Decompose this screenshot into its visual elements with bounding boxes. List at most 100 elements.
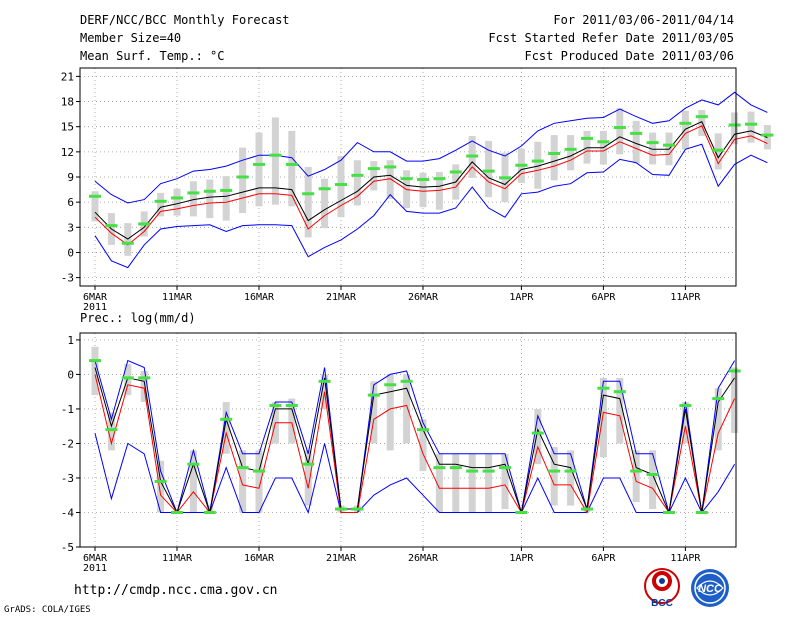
member-size: Member Size=40: [80, 31, 182, 45]
precip-observed-marker: [203, 510, 216, 514]
ncc-logo-text: NCC: [698, 583, 723, 595]
precip-y-tick-label: -5: [61, 541, 74, 554]
temp-observed-marker: [335, 183, 347, 187]
precip-spread-bar: [189, 450, 197, 513]
temp-spread-bar: [304, 166, 312, 238]
precip-observed-marker: [89, 359, 101, 363]
precip-observed-marker: [433, 466, 446, 470]
precip-y-tick-label: -4: [61, 506, 75, 519]
temp-observed-marker: [220, 188, 233, 192]
precip-observed-marker: [138, 376, 151, 380]
temp-x-tick-label: 26MAR: [408, 292, 439, 303]
precip-spread-bar: [550, 446, 558, 506]
temp-observed-marker: [187, 191, 200, 195]
precip-spread-bar: [649, 450, 657, 510]
temp-observed-marker: [548, 152, 561, 156]
precip-ensemble-median-line: [94, 374, 736, 514]
temp-observed-marker: [433, 177, 446, 181]
precip-observed-marker: [285, 403, 298, 407]
temp-spread-bar: [681, 110, 689, 150]
precip-observed-marker: [499, 466, 511, 470]
temp-observed-marker: [384, 165, 397, 169]
temp-y-tick-label: 12: [61, 146, 74, 159]
temp-spread-bar: [731, 112, 739, 145]
precip-observed-marker: [187, 462, 200, 466]
temp-spread-bar: [271, 117, 279, 205]
precip-y-tick-label: -2: [61, 437, 74, 450]
temp-spread-bar: [386, 160, 394, 199]
temp-observed-marker: [302, 192, 315, 196]
precip-observed-marker: [515, 510, 528, 514]
variable-label: Mean Surf. Temp.: °C: [80, 49, 225, 63]
temp-observed-marker: [89, 194, 101, 198]
temp-spread-bar: [239, 147, 247, 214]
temp-observed-marker: [745, 122, 757, 126]
precip-spread-bar: [731, 367, 739, 434]
precip-observed-marker: [351, 507, 364, 511]
temp-observed-marker: [449, 170, 462, 174]
precip-spread-bar: [222, 402, 230, 454]
precip-observed-marker: [663, 510, 675, 514]
precip-x-tick-label: 6APR: [591, 553, 616, 564]
temp-y-tick-label: 15: [61, 121, 74, 134]
temp-observed-marker: [712, 148, 725, 152]
temp-spread-bar: [649, 132, 657, 165]
precip-observed-marker: [466, 469, 479, 473]
temp-y-tick-label: 6: [67, 196, 74, 209]
precip-observed-marker: [728, 369, 741, 373]
temp-observed-marker: [203, 189, 216, 193]
temp-x-tick-label: 16MAR: [244, 292, 275, 303]
temp-observed-marker: [663, 143, 675, 147]
precip-spread-bar: [255, 450, 263, 513]
precip-x-tick-label: 16MAR: [244, 553, 275, 564]
precip-observed-marker: [646, 473, 659, 477]
temp-observed-marker: [728, 123, 741, 127]
source-url[interactable]: http://cmdp.ncc.cma.gov.cn: [74, 583, 278, 598]
temp-x-tick-label: 6MAR: [83, 292, 108, 303]
temp-observed-marker: [761, 133, 774, 137]
temp-ensemble-mean-line: [94, 121, 768, 240]
precip-observed-marker: [384, 383, 397, 387]
temp-observed-marker: [154, 199, 167, 203]
bcc-logo: BCC: [644, 568, 680, 609]
precip-observed-marker: [171, 510, 183, 514]
temp-observed-marker: [564, 147, 577, 151]
temp-spread-bar: [222, 176, 230, 221]
temp-spread-bar: [173, 188, 181, 216]
temp-spread-bar: [288, 130, 296, 207]
precip-observed-marker: [449, 466, 462, 470]
precip-observed-marker: [400, 379, 413, 383]
precip-spread-bar: [632, 450, 640, 503]
temp-observed-marker: [630, 131, 643, 135]
temp-observed-marker: [318, 187, 331, 191]
precip-spread-bar: [288, 398, 296, 444]
precip-spread-bar: [239, 450, 247, 513]
temp-observed-marker: [417, 178, 429, 182]
precip-y-tick-label: -1: [61, 403, 74, 416]
precip-spread-bar: [140, 370, 148, 403]
precip-x-tick-label: 21MAR: [326, 553, 357, 564]
precip-observed-marker: [630, 469, 643, 473]
precip-spread-bar: [681, 402, 689, 444]
temp-min-envelope-line: [94, 143, 768, 269]
precip-observed-marker: [548, 469, 561, 473]
precip-spread-bar: [616, 377, 624, 444]
precip-title: Prec.: log(mm/d): [80, 311, 196, 325]
temp-observed-marker: [695, 115, 708, 119]
forecast-start-date: Fcst Started Refer Date 2011/03/05: [488, 31, 734, 45]
precip-observed-marker: [335, 507, 347, 511]
precip-observed-marker: [597, 386, 610, 390]
precip-spread-bar: [435, 453, 443, 513]
temp-observed-marker: [269, 153, 282, 157]
forecast-produced-date: Fcst Produced Date 2011/03/06: [524, 49, 734, 63]
temp-spread-bar: [616, 108, 624, 155]
grads-credit: GrADS: COLA/IGES: [4, 605, 91, 615]
temp-spread-bar: [632, 120, 640, 164]
temp-observed-marker: [515, 163, 528, 167]
temp-y-tick-label: 21: [61, 70, 74, 83]
temp-y-tick-label: 0: [67, 246, 74, 259]
precip-max-envelope-line: [94, 359, 736, 515]
temp-spread-bar: [550, 135, 558, 181]
precip-ensemble-mean-line: [94, 367, 736, 515]
temp-x-tick-label: 6APR: [591, 292, 616, 303]
